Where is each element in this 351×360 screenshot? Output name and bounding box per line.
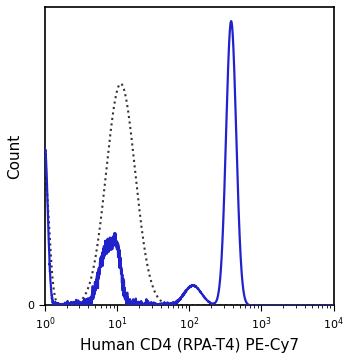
X-axis label: Human CD4 (RPA-T4) PE-Cy7: Human CD4 (RPA-T4) PE-Cy7	[80, 338, 299, 353]
Y-axis label: Count: Count	[7, 134, 22, 179]
